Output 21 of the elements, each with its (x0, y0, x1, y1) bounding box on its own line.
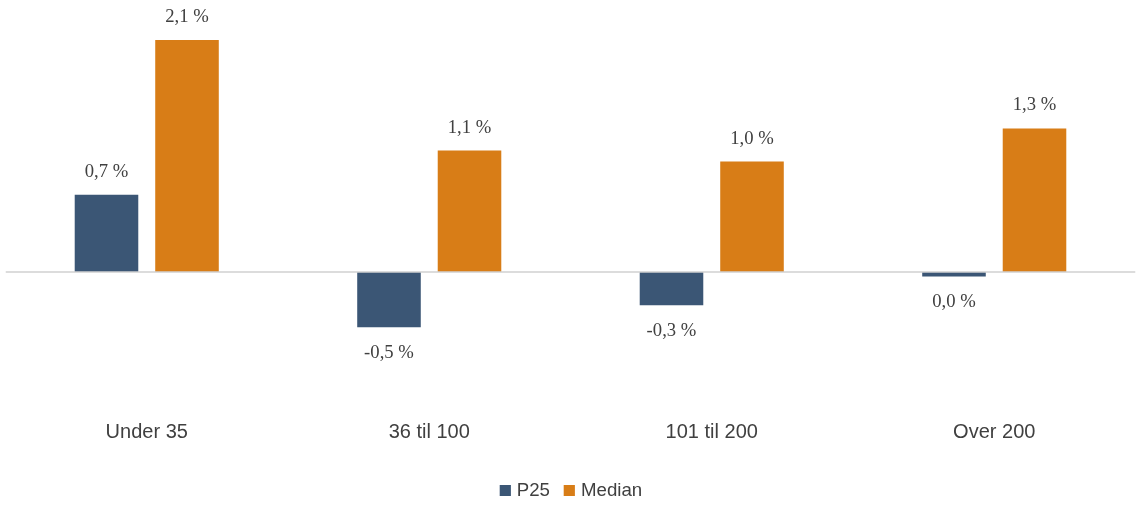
data-label: 0,7 % (84, 159, 129, 181)
bar (357, 272, 421, 328)
bar (437, 150, 502, 273)
x-tick-label: Under 35 (105, 419, 188, 442)
bar (155, 39, 219, 273)
bar (720, 161, 784, 273)
x-tick-label: 101 til 200 (665, 419, 758, 442)
bar (74, 194, 139, 273)
x-tick-label: Over 200 (953, 419, 1036, 442)
bar (1002, 128, 1067, 273)
data-label: 1,1 % (447, 115, 492, 137)
data-label: -0,3 % (646, 319, 697, 341)
data-label: -0,5 % (364, 341, 414, 363)
x-tick-label: 36 til 100 (388, 419, 470, 442)
data-label: 1,3 % (1012, 93, 1057, 115)
legend-label: P25 (516, 479, 550, 501)
data-label: 0,0 % (932, 290, 976, 312)
data-label: 2,1 % (165, 4, 209, 26)
legend-label: Median (581, 479, 643, 501)
data-label: 1,0 % (730, 126, 774, 148)
bar (639, 272, 704, 306)
